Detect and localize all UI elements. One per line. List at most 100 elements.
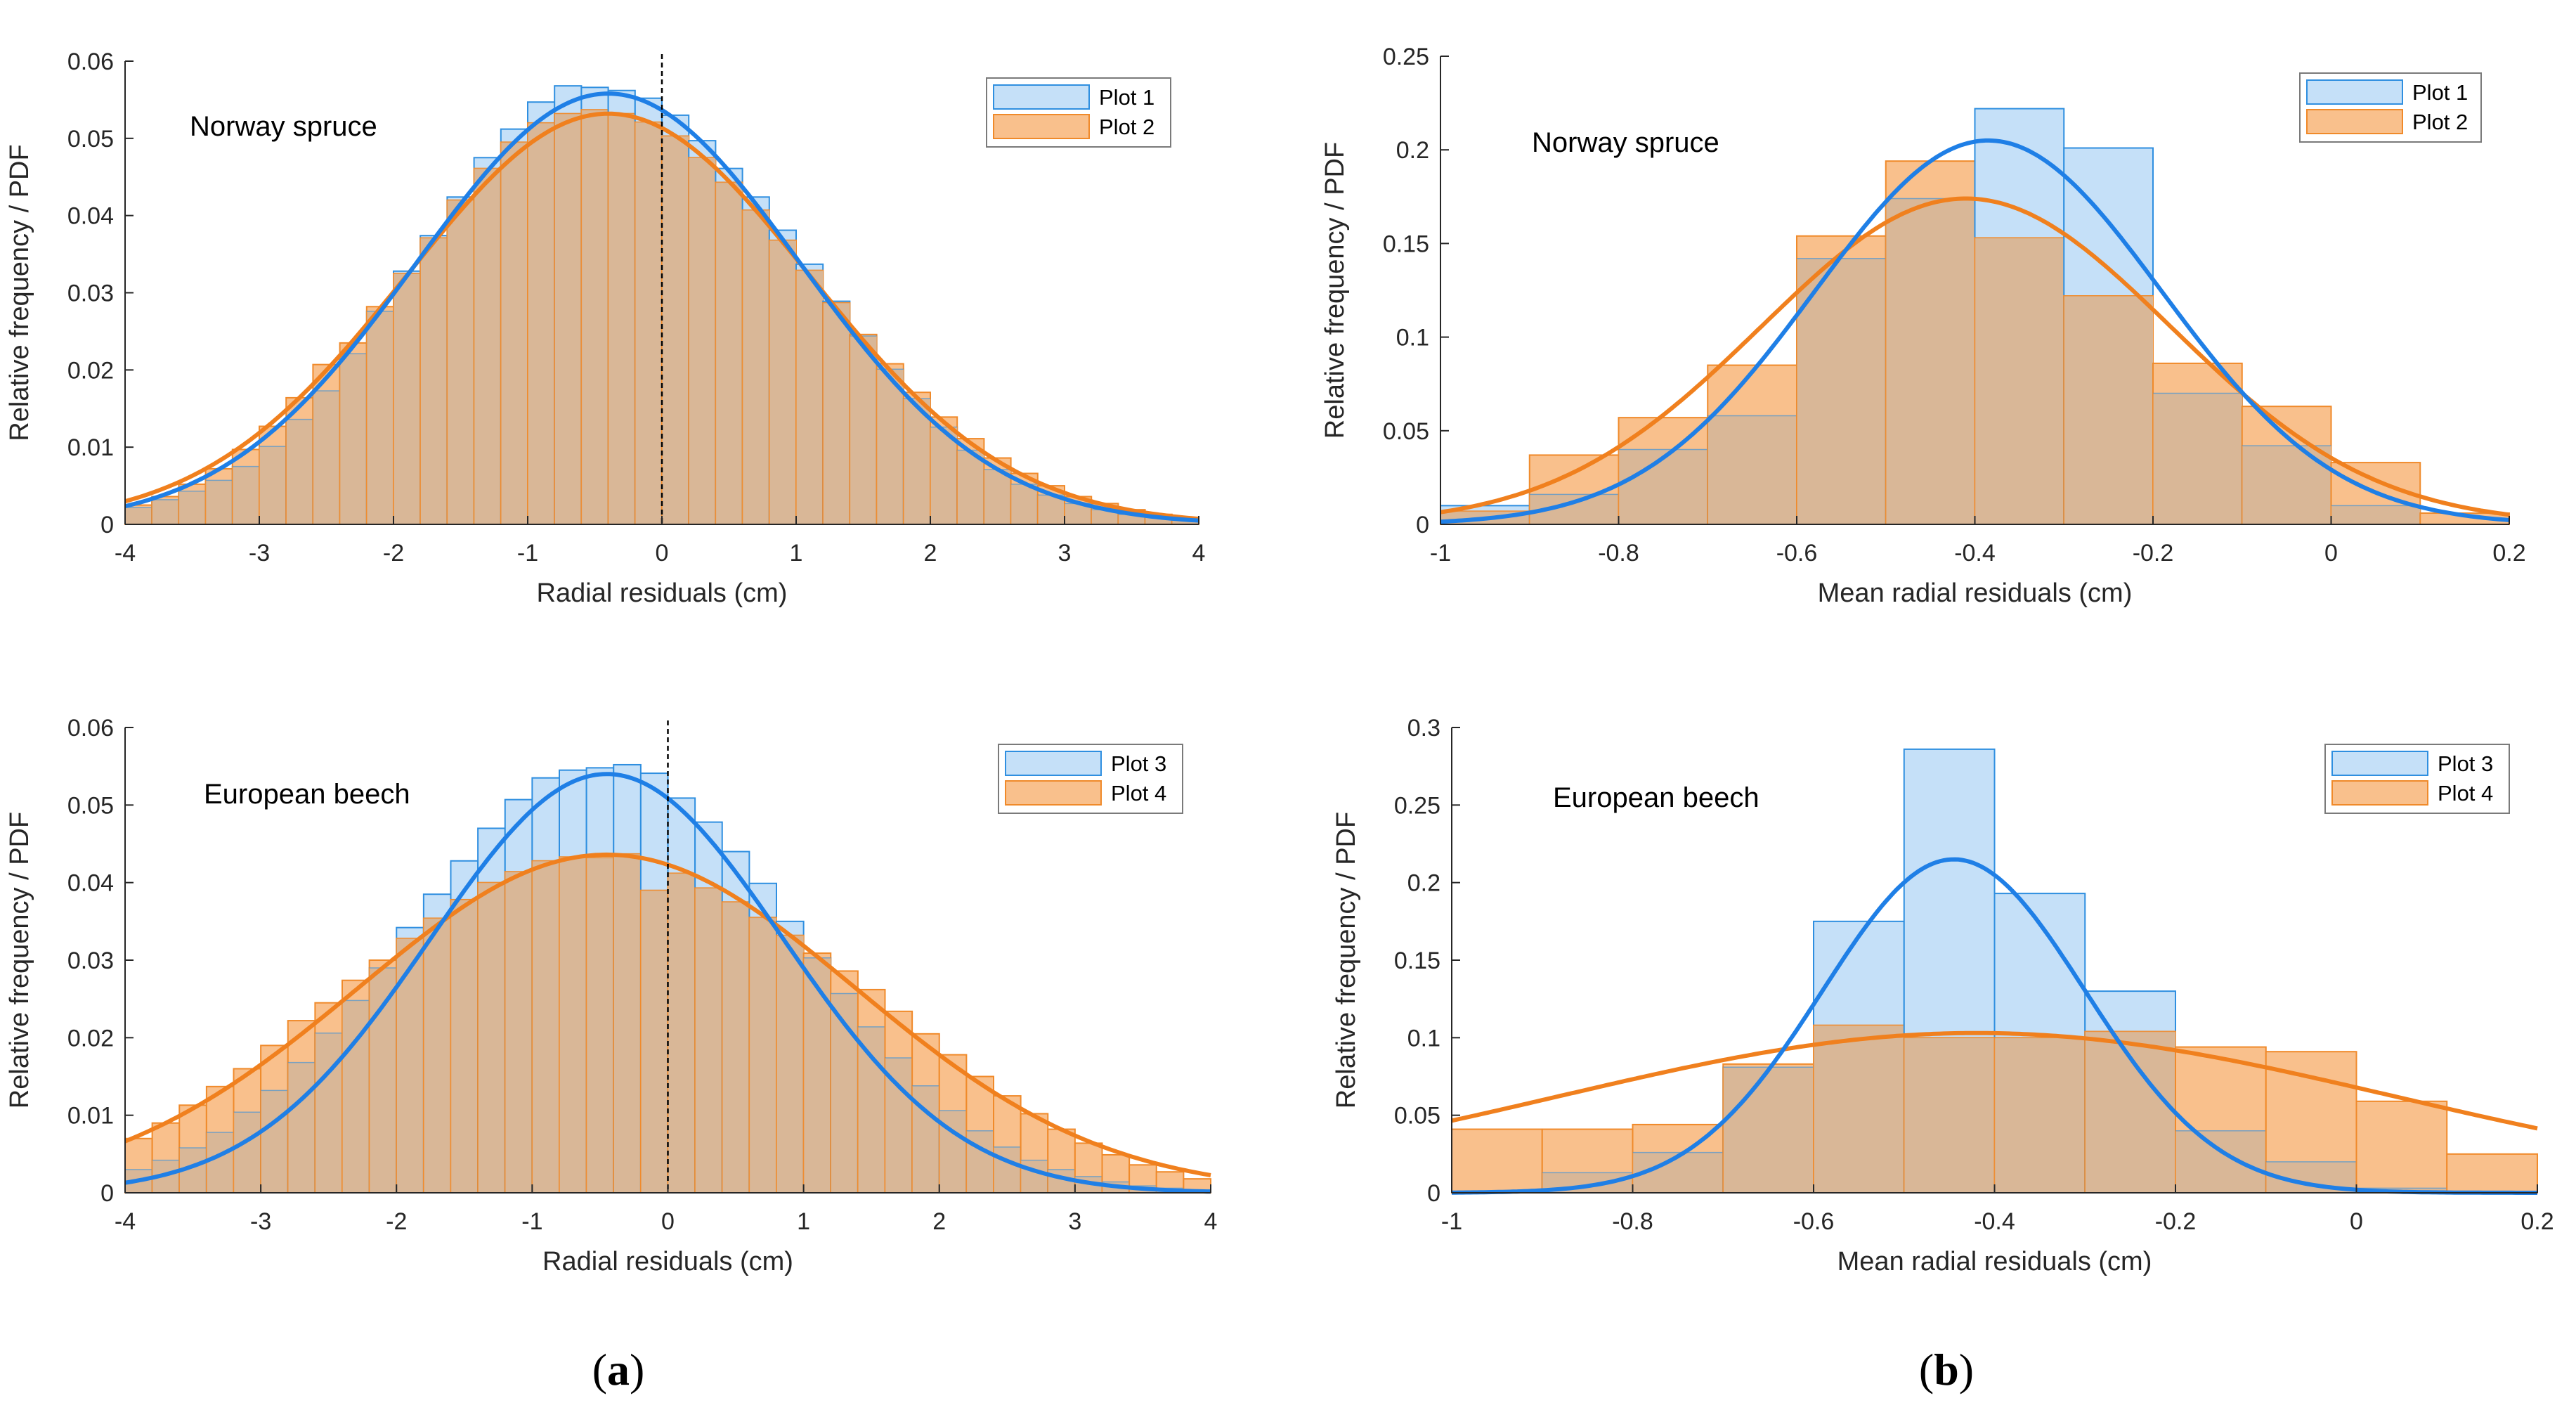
y-tick-label: 0.05	[1383, 418, 1429, 445]
bar-overlap-14	[500, 142, 528, 524]
bar-overlap-4	[1814, 1025, 1904, 1193]
bar-overlap-30	[930, 427, 958, 524]
bar-overlap-23	[742, 209, 769, 524]
species-annotation: European beech	[1553, 782, 1759, 813]
bar-overlap-9	[2242, 446, 2331, 524]
pdf-curve-1	[1440, 138, 2510, 524]
y-tick-label: 0.01	[67, 434, 114, 461]
bar-overlap-13	[474, 168, 501, 524]
bar-overlap-16	[554, 113, 582, 525]
bar-overlap-4	[233, 1112, 261, 1193]
x-tick-label: 1	[797, 1208, 810, 1235]
x-tick-label: -0.8	[1598, 540, 1639, 567]
bar-overlap-22	[715, 182, 743, 524]
bar-overlap-7	[2064, 295, 2153, 524]
bar-overlap-5	[1885, 198, 1975, 524]
bar-overlap-3	[1723, 1067, 1814, 1193]
bar-overlap-10	[2331, 505, 2421, 524]
x-tick-label: 3	[1058, 540, 1072, 567]
bar-overlap-21	[695, 888, 722, 1193]
bar-overlap-4	[232, 466, 259, 524]
chart-panel-1: -4 -3 -2 -1 0 1 2 3 4 0 0.01 0.02 0.03 0.04 0.05 0.06 Ra…	[5, 48, 1205, 608]
x-tick-label: -0.4	[1954, 540, 1996, 567]
species-annotation: Norway spruce	[190, 111, 377, 142]
y-axis-label: Relative frequency / PDF	[5, 812, 34, 1108]
bar-overlap-12	[447, 200, 474, 524]
species-annotation: Norway spruce	[1532, 127, 1719, 158]
bar-overlap-19	[635, 122, 662, 525]
bar-series-2-11	[2446, 1153, 2538, 1194]
legend-entry: Plot 4	[1111, 781, 1166, 806]
y-tick-label: 0.01	[67, 1103, 114, 1130]
chart-panel-4: -1 -0.8 -0.6 -0.4 -0.2 0 0.2 0 0.05 0.1 0.15 0.2 0.2…	[1332, 715, 2554, 1276]
y-tick-label: 0.25	[1383, 44, 1429, 70]
x-tick-label: -3	[250, 1208, 271, 1235]
x-tick-label: -4	[115, 1208, 136, 1235]
y-tick-label: 0.05	[1394, 1103, 1440, 1130]
bar-overlap-9	[366, 311, 393, 524]
bar-overlap-38	[1145, 517, 1172, 524]
bar-overlap-8	[2175, 1130, 2266, 1193]
bar-overlap-17	[586, 858, 614, 1193]
y-tick-label: 0.06	[67, 715, 114, 742]
bar-overlap-24	[769, 240, 796, 524]
x-tick-label: 0.2	[2520, 1208, 2554, 1235]
legend-swatch	[1005, 751, 1102, 776]
bar-overlap-11	[420, 238, 448, 524]
x-axis-label: Radial residuals (cm)	[542, 1247, 793, 1276]
bar-overlap-18	[613, 853, 641, 1193]
bar-overlap-24	[776, 935, 804, 1193]
bar-overlap-3	[205, 480, 233, 524]
bar-overlap-31	[966, 1130, 994, 1193]
bar-overlap-15	[532, 860, 559, 1193]
bar-overlap-32	[994, 1146, 1021, 1193]
y-tick-label: 0.2	[1396, 137, 1429, 164]
bar-overlap-10	[396, 938, 424, 1193]
bar-overlap-5	[261, 1090, 288, 1193]
y-tick-label: 0.05	[67, 126, 114, 153]
bar-overlap-29	[903, 398, 930, 524]
bar-overlap-33	[1010, 484, 1038, 524]
x-tick-label: -1	[517, 540, 538, 567]
legend-entry: Plot 3	[2438, 751, 2493, 776]
x-tick-label: -1	[521, 1208, 542, 1235]
pdf-curve-2	[1440, 196, 2510, 517]
bar-overlap-1	[152, 499, 179, 524]
bar-overlap-26	[823, 302, 850, 524]
x-tick-label: -2	[383, 540, 404, 567]
x-tick-label: 0	[2324, 540, 2338, 567]
legend-swatch	[2331, 780, 2428, 806]
x-axis-label: Radial residuals (cm)	[537, 578, 788, 608]
bar-overlap-20	[662, 136, 689, 524]
bar-overlap-4	[1797, 258, 1886, 524]
bar-overlap-27	[857, 1026, 885, 1193]
x-axis-label: Mean radial residuals (cm)	[1837, 1247, 2152, 1276]
bar-overlap-32	[984, 470, 1011, 524]
x-tick-label: 4	[1204, 1208, 1218, 1235]
bar-overlap-19	[640, 890, 668, 1193]
pdf-curve-2	[124, 111, 1199, 522]
y-tick-label: 0	[1416, 512, 1429, 538]
x-tick-label: -0.2	[2155, 1208, 2197, 1235]
y-tick-label: 0.03	[67, 280, 114, 307]
bar-overlap-6	[287, 1062, 316, 1193]
y-axis-label: Relative frequency / PDF	[1320, 142, 1350, 439]
y-tick-label: 0.1	[1396, 325, 1429, 351]
legend-entry: Plot 3	[1111, 751, 1166, 776]
y-tick-label: 0.04	[67, 870, 114, 897]
bar-overlap-22	[722, 902, 750, 1193]
bar-overlap-7	[315, 1033, 342, 1193]
bar-overlap-21	[689, 157, 716, 524]
bar-overlap-13	[478, 882, 505, 1193]
x-axis-label: Mean radial residuals (cm)	[1818, 578, 2133, 608]
chart-panel-2: -1 -0.8 -0.6 -0.4 -0.2 0 0.2 0 0.05 0.1 0.15 0.2 0.2…	[1320, 44, 2526, 608]
bar-overlap-18	[608, 113, 635, 525]
bar-overlap-28	[885, 1058, 913, 1193]
x-tick-label: -0.8	[1612, 1208, 1653, 1235]
legend-swatch	[1005, 780, 1102, 806]
x-tick-label: -3	[249, 540, 270, 567]
bar-overlap-10	[393, 273, 421, 524]
y-tick-label: 0.15	[1394, 947, 1440, 974]
panel-label-a: (a)	[592, 1345, 645, 1395]
bar-overlap-23	[749, 917, 776, 1193]
